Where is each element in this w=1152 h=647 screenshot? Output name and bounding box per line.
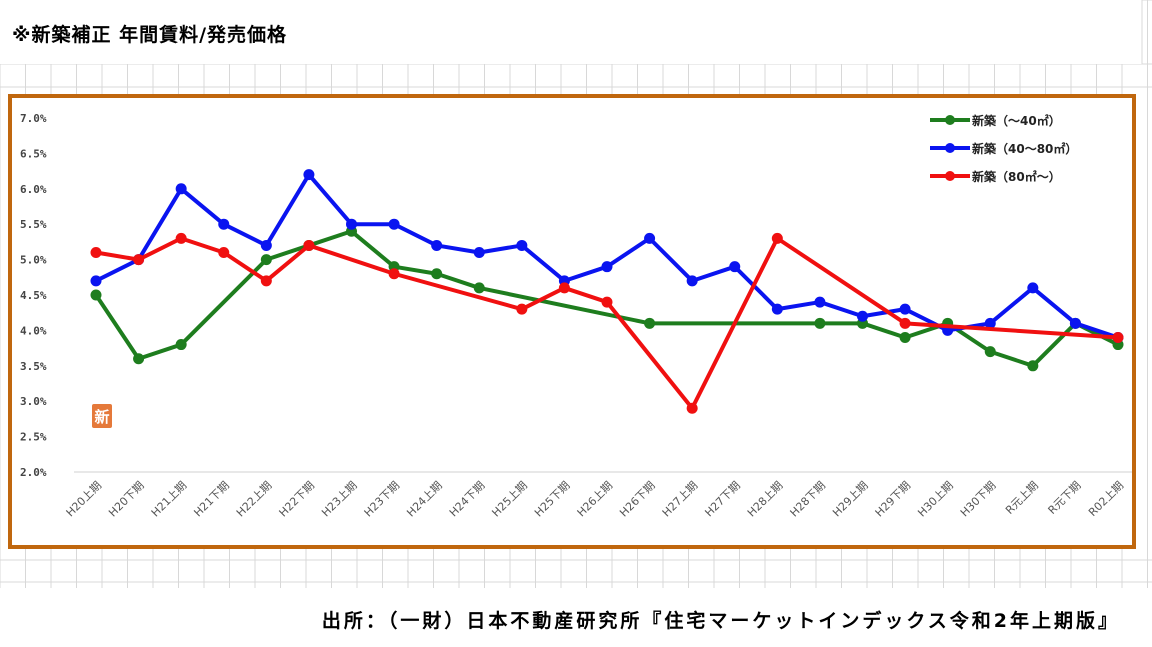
series-2-point bbox=[260, 239, 272, 251]
y-tick-label: 5.5% bbox=[20, 218, 47, 231]
series-1-point bbox=[473, 282, 485, 294]
legend-swatch-marker bbox=[945, 143, 955, 153]
series-2-point bbox=[1069, 317, 1081, 329]
series-2-point bbox=[388, 218, 400, 230]
series-3-point bbox=[133, 254, 145, 266]
series-2-point bbox=[90, 275, 102, 287]
chart-frame: 2.0% 2.5% 3.0% 3.5% 4.0% 4.5% 5.0% 5.5% 6.0% 6.5%… bbox=[8, 94, 1136, 549]
series-3-point bbox=[175, 232, 187, 244]
x-tick-label: H28上期 bbox=[745, 479, 786, 520]
x-tick-label: H20上期 bbox=[64, 479, 105, 520]
series-2-point bbox=[686, 275, 698, 287]
series-line-3 bbox=[95, 236, 1119, 411]
y-tick-label: 6.5% bbox=[20, 147, 47, 160]
series-2-point bbox=[984, 317, 996, 329]
legend-label: 新築（40～80㎡） bbox=[972, 141, 1077, 156]
source-note: 出所：（一財）日本不動産研究所『住宅マーケットインデックス令和2年上期版』 bbox=[317, 604, 1124, 635]
series-2-point bbox=[771, 303, 783, 315]
series-2-point bbox=[431, 239, 443, 251]
series-3-point bbox=[90, 247, 102, 259]
series-2-point bbox=[729, 261, 741, 273]
x-tick-label: H23上期 bbox=[319, 479, 360, 520]
series-2-point bbox=[1027, 282, 1039, 294]
series-1-point bbox=[133, 353, 145, 365]
y-tick-label: 2.5% bbox=[20, 431, 47, 444]
x-tick-label: H24上期 bbox=[404, 479, 445, 520]
x-tick-label: H23下期 bbox=[362, 479, 403, 520]
line-chart: 2.0% 2.5% 3.0% 3.5% 4.0% 4.5% 5.0% 5.5% 6.0% 6.5%… bbox=[20, 112, 1132, 520]
series-2-point bbox=[814, 296, 826, 308]
series-3-point bbox=[601, 296, 613, 308]
x-tick-label: H30下期 bbox=[958, 479, 999, 520]
series-3-point bbox=[388, 268, 400, 280]
series-2-point bbox=[303, 169, 315, 181]
x-tick-label: H25下期 bbox=[532, 479, 573, 520]
series-2-point bbox=[346, 218, 357, 230]
y-tick-label: 4.0% bbox=[20, 324, 47, 337]
series-2-point bbox=[516, 239, 528, 251]
series-1-point bbox=[431, 268, 443, 280]
series-1-point bbox=[90, 289, 102, 301]
series-1-point bbox=[984, 346, 996, 358]
series-1-point bbox=[1027, 360, 1039, 372]
x-tick-label: H22下期 bbox=[277, 479, 318, 520]
series-2-point bbox=[473, 247, 485, 259]
x-tick-label: H29上期 bbox=[830, 479, 871, 520]
x-tick-label: H21下期 bbox=[191, 479, 232, 520]
x-tick-label: H28下期 bbox=[788, 479, 829, 520]
series-3-point bbox=[218, 247, 230, 259]
series-2-point bbox=[857, 310, 868, 322]
chart-title: ※新築補正 年間賃料/発売価格 bbox=[8, 18, 292, 49]
legend-label: 新築（～40㎡） bbox=[972, 113, 1061, 128]
new-badge-text: 新 bbox=[94, 408, 109, 426]
x-tick-label: H27上期 bbox=[660, 479, 701, 520]
x-tick-label: R02上期 bbox=[1086, 479, 1126, 519]
series-1-point bbox=[899, 331, 911, 343]
series-2-point bbox=[218, 218, 230, 230]
x-tick-label: H26下期 bbox=[617, 479, 658, 520]
y-tick-label: 7.0% bbox=[20, 112, 47, 125]
new-badge bbox=[92, 404, 112, 428]
series-3-point bbox=[771, 232, 783, 244]
x-tick-label: H29下期 bbox=[873, 479, 914, 520]
x-tick-label: H30上期 bbox=[915, 479, 956, 520]
series-3-point bbox=[558, 282, 570, 294]
y-tick-label: 6.0% bbox=[20, 183, 47, 196]
legend-label: 新築（80㎡～） bbox=[972, 169, 1061, 184]
x-tick-label: H20下期 bbox=[106, 479, 147, 520]
legend-swatch-marker bbox=[945, 115, 955, 125]
series-1-point bbox=[260, 254, 272, 266]
y-tick-label: 3.5% bbox=[20, 360, 47, 373]
y-tick-label: 3.0% bbox=[20, 395, 47, 408]
x-tick-label: H22上期 bbox=[234, 479, 275, 520]
y-tick-label: 4.5% bbox=[20, 289, 47, 302]
series-3-point bbox=[516, 303, 528, 315]
y-tick-label: 5.0% bbox=[20, 254, 47, 267]
series-1-point bbox=[644, 317, 656, 329]
series-1-point bbox=[814, 317, 826, 329]
series-3-point bbox=[899, 317, 911, 329]
x-tick-label: H24下期 bbox=[447, 479, 488, 520]
series-1-point bbox=[175, 339, 187, 351]
series-3-point bbox=[1112, 331, 1124, 343]
legend-swatch-marker bbox=[945, 171, 955, 181]
y-tick-label: 2.0% bbox=[20, 466, 47, 479]
series-2-point bbox=[175, 183, 187, 195]
series-2-point bbox=[644, 232, 656, 244]
x-tick-label: H25上期 bbox=[489, 479, 530, 520]
legend: 新築（～40㎡） 新築（40～80㎡） 新築（80㎡～） bbox=[930, 113, 1077, 184]
series-3-point bbox=[260, 275, 272, 287]
series-3-point bbox=[686, 402, 698, 414]
x-tick-label: R元上期 bbox=[1003, 479, 1041, 517]
series-2-point bbox=[899, 303, 911, 315]
x-tick-label: H26上期 bbox=[575, 479, 616, 520]
series-3-point bbox=[303, 239, 315, 251]
series-2-point bbox=[601, 261, 613, 273]
x-tick-label: H27下期 bbox=[702, 479, 743, 520]
x-tick-label: H21上期 bbox=[149, 479, 190, 520]
x-tick-label: R元下期 bbox=[1046, 479, 1084, 517]
